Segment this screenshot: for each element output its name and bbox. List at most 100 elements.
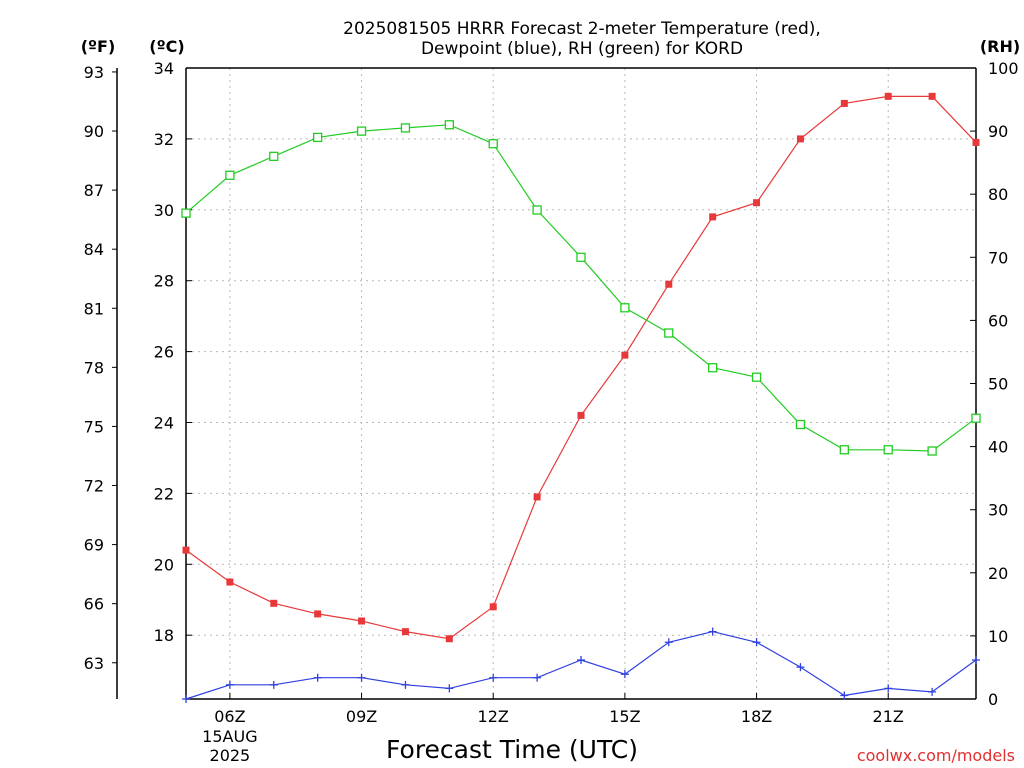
celsius-tick-label: 18	[154, 626, 174, 645]
fahrenheit-axis-label: (ºF)	[81, 37, 116, 56]
fahrenheit-tick-label: 69	[84, 536, 104, 555]
x-axis-title: Forecast Time (UTC)	[386, 735, 638, 764]
rh-series	[181, 120, 981, 456]
rh-point	[269, 151, 279, 161]
celsius-tick-label: 34	[154, 59, 174, 78]
rh-point	[971, 413, 981, 423]
x-tick-label: 12Z	[478, 707, 509, 726]
grid-lines	[186, 67, 976, 699]
celsius-axis-label: (ºC)	[149, 37, 184, 56]
temperature-point	[928, 92, 936, 100]
temperature-point	[533, 493, 541, 501]
celsius-tick-label: 20	[154, 555, 174, 574]
rh-point	[488, 139, 498, 149]
chart-title-line-2: Dewpoint (blue), RH (green) for KORD	[421, 39, 743, 59]
dewpoint-point	[884, 684, 893, 693]
rh-tick-label: 60	[988, 311, 1008, 330]
dewpoint-point	[445, 684, 454, 693]
rh-point	[708, 363, 718, 373]
temperature-point	[665, 280, 673, 288]
dewpoint-point	[225, 680, 234, 689]
fahrenheit-tick-label: 87	[84, 181, 104, 200]
rh-tick-label: 40	[988, 438, 1008, 457]
temperature-point	[445, 635, 453, 643]
rh-point	[225, 170, 235, 180]
dewpoint-point	[840, 691, 849, 700]
fahrenheit-tick-label: 75	[84, 417, 104, 436]
dewpoint-point	[928, 687, 937, 696]
dewpoint-point	[182, 695, 190, 703]
temperature-point	[358, 617, 366, 625]
rh-axis-label: (RH)	[980, 37, 1020, 56]
temperature-point	[226, 578, 234, 586]
rh-point	[356, 126, 367, 136]
temperature-point	[972, 138, 980, 146]
temperature-series	[182, 92, 980, 643]
celsius-tick-label: 32	[154, 130, 174, 149]
rh-point	[839, 445, 849, 455]
rh-point	[532, 205, 542, 215]
dewpoint-point	[489, 673, 498, 682]
temperature-point	[796, 135, 804, 143]
rh-tick-label: 20	[988, 564, 1008, 583]
x-tick-label: 06Z	[214, 707, 245, 726]
fahrenheit-tick-label: 81	[84, 299, 104, 318]
temperature-point	[577, 411, 585, 419]
celsius-tick-label: 26	[154, 343, 174, 362]
celsius-tick-label: 30	[154, 201, 174, 220]
x-tick-label: 15Z	[609, 707, 640, 726]
rh-point	[444, 120, 454, 130]
temperature-point	[621, 351, 629, 359]
chart-title-line-1: 2025081505 HRRR Forecast 2-meter Tempera…	[343, 19, 821, 39]
temperature-point	[884, 92, 892, 100]
data-series	[181, 92, 981, 703]
temperature-point	[401, 628, 409, 636]
temperature-point	[182, 546, 190, 554]
dewpoint-point	[796, 663, 805, 672]
rh-line	[185, 124, 977, 452]
fahrenheit-tick-label: 63	[84, 654, 104, 673]
dewpoint-point	[972, 656, 980, 665]
dewpoint-series	[182, 627, 980, 703]
rh-point	[400, 123, 411, 133]
rh-point	[927, 446, 937, 456]
temperature-line	[185, 95, 977, 640]
rh-tick-label: 80	[988, 185, 1008, 204]
fahrenheit-tick-label: 84	[84, 240, 104, 259]
dewpoint-point	[401, 680, 410, 689]
rh-point	[181, 208, 191, 218]
celsius-tick-label: 24	[154, 413, 174, 432]
rh-point	[795, 419, 806, 430]
temperature-point	[270, 599, 278, 607]
celsius-tick-label: 22	[154, 484, 174, 503]
rh-point	[751, 372, 762, 382]
dewpoint-point	[357, 673, 366, 682]
fahrenheit-tick-label: 93	[84, 63, 104, 82]
x-tick-label: 21Z	[873, 707, 904, 726]
dewpoint-point	[708, 627, 717, 636]
rh-tick-label: 50	[988, 375, 1008, 394]
dewpoint-point	[664, 638, 673, 647]
dewpoint-point	[620, 670, 629, 679]
rh-point	[313, 132, 323, 143]
fahrenheit-tick-label: 66	[84, 595, 104, 614]
dewpoint-point	[313, 673, 322, 682]
rh-tick-label: 0	[988, 690, 998, 709]
rh-tick-label: 100	[988, 59, 1019, 78]
temperature-point	[753, 199, 761, 207]
rh-point	[576, 252, 586, 262]
temperature-point	[489, 603, 497, 611]
chart-title: 2025081505 HRRR Forecast 2-meter Tempera…	[343, 19, 821, 59]
rh-point	[664, 328, 674, 338]
dewpoint-point	[577, 656, 585, 665]
rh-tick-label: 10	[988, 627, 1008, 646]
dewpoint-point	[533, 673, 542, 682]
fahrenheit-tick-label: 72	[84, 477, 104, 496]
source-credit: coolwx.com/models	[857, 746, 1015, 765]
celsius-tick-label: 28	[154, 272, 174, 291]
x-tick-date: 15AUG	[202, 727, 257, 746]
x-tick-label: 18Z	[741, 707, 772, 726]
dewpoint-point	[752, 638, 761, 647]
